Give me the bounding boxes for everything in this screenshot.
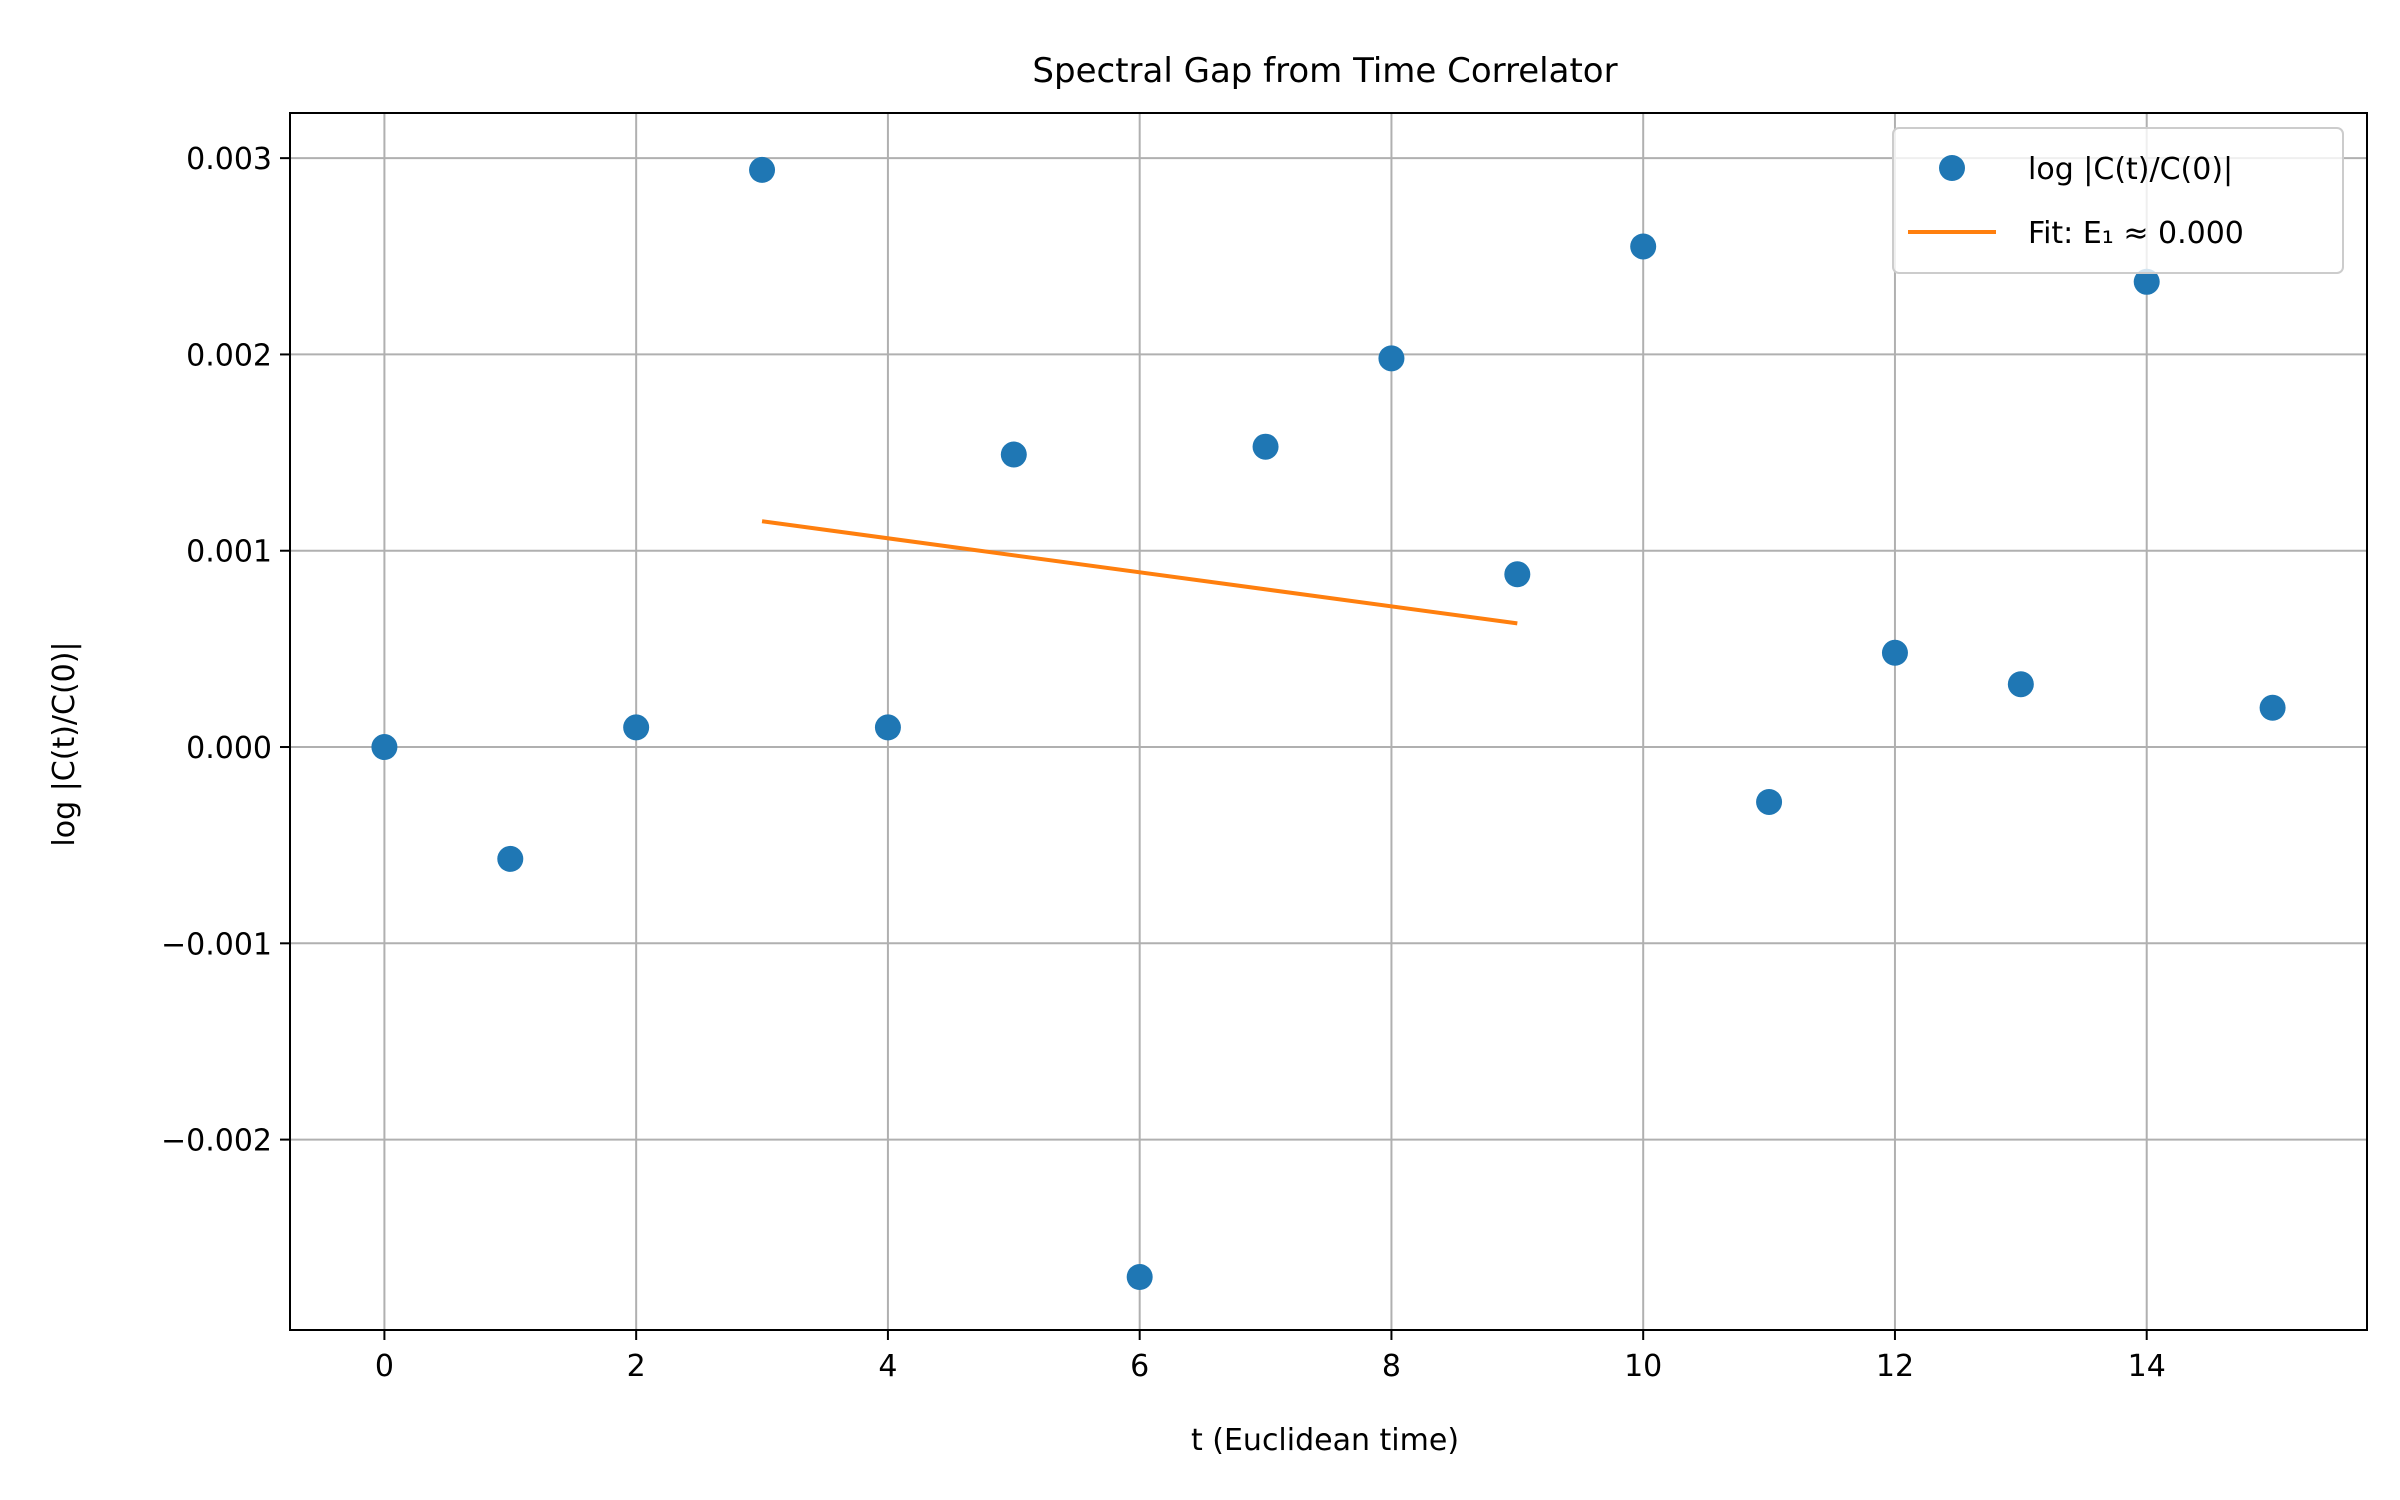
y-tick-label: −0.002 [161,1124,272,1159]
x-tick-label: 0 [375,1349,394,1384]
fit-line-layer [761,519,1518,626]
x-tick-label: 2 [627,1349,646,1384]
y-tick-label: 0.003 [186,142,272,177]
axis-ticks: 0 2 4 6 8 10 12 14 0.003 0.002 0.001 0.000 −0.001 −0.… [161,142,2166,1384]
data-point [1126,1264,1153,1291]
data-point [1756,788,1783,815]
data-point [1378,345,1405,372]
y-tick-label: 0.000 [186,731,272,766]
legend-label-fit: Fit: E₁ ≈ 0.000 [2028,216,2244,251]
legend: log |C(t)/C(0)| Fit: E₁ ≈ 0.000 [1892,127,2344,274]
data-point [623,714,650,741]
data-point [1504,561,1531,588]
data-point [2133,268,2160,295]
x-tick-label: 6 [1130,1349,1149,1384]
legend-box [1892,127,2344,274]
plot-frame [289,112,2368,1331]
data-point [2007,671,2034,698]
y-tick-label: −0.001 [161,927,272,962]
data-point [371,734,398,761]
data-point [1000,441,1027,468]
y-tick-label: 0.001 [186,535,272,570]
data-point [749,156,776,183]
x-tick-label: 10 [1624,1349,1662,1384]
data-point [1630,233,1657,260]
data-points-layer [371,156,2286,1291]
data-point [1881,639,1908,666]
x-tick-label: 8 [1382,1349,1401,1384]
legend-scatter-marker [1939,155,1965,181]
x-tick-label: 14 [2128,1349,2166,1384]
y-tick-label: 0.002 [186,338,272,373]
legend-label-data: log |C(t)/C(0)| [2028,152,2233,187]
data-point [1252,433,1279,460]
fit-line [761,519,1518,626]
y-axis-label: log |C(t)/C(0)| [47,641,82,846]
x-tick-label: 12 [1876,1349,1914,1384]
chart-title: Spectral Gap from Time Correlator [1032,51,1617,91]
data-point [497,845,524,872]
data-point [874,714,901,741]
data-point [2259,694,2286,721]
x-tick-label: 4 [878,1349,897,1384]
x-axis-label: t (Euclidean time) [1191,1423,1459,1458]
